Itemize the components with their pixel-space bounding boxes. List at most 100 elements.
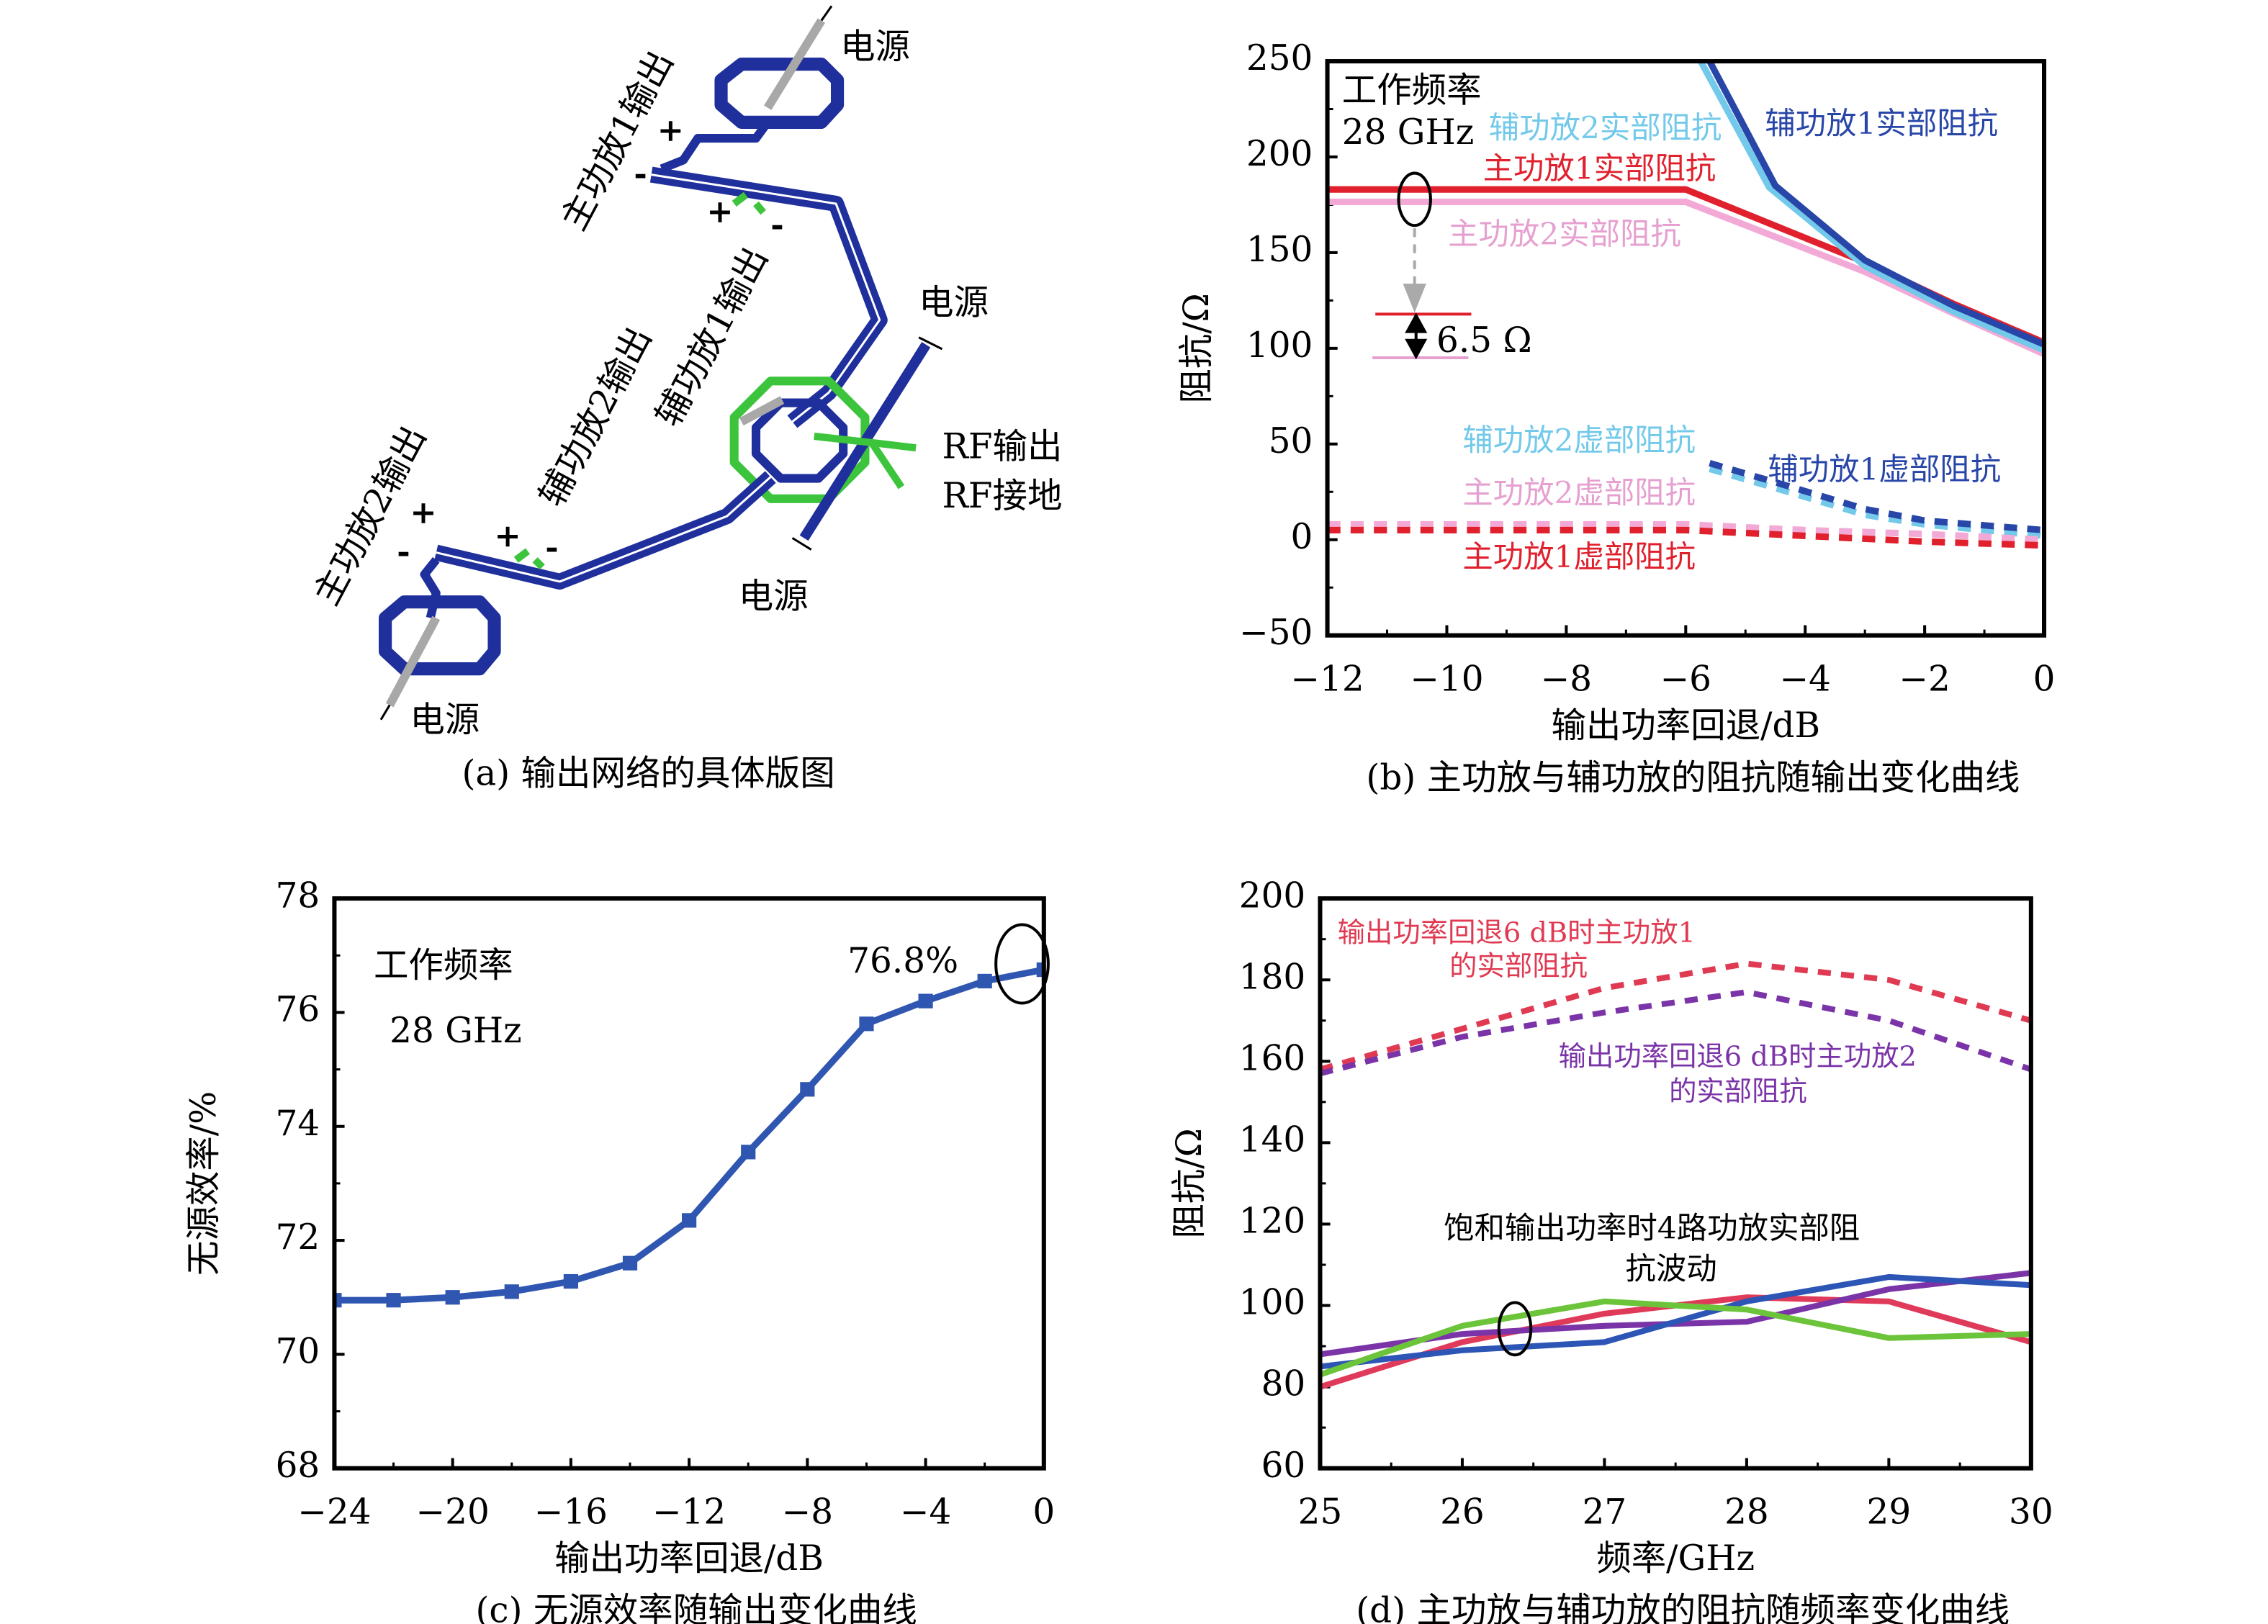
x-tick-label: 30 [2009, 1492, 2053, 1532]
data-point [977, 973, 992, 989]
chart-caption: (d) 主功放与辅功放的阻抗随频率变化曲线 [1356, 1591, 2010, 1624]
y-tick-label: 68 [276, 1445, 320, 1486]
layout-traces [379, 5, 943, 721]
y-tick-label: 200 [1246, 134, 1313, 174]
label-aux1-out: 辅功放1输出 [648, 240, 776, 433]
plot-frame [1318, 896, 2033, 1471]
y-tick-label: 100 [1239, 1283, 1305, 1323]
bottom-supply-bar [385, 615, 441, 708]
plus-main1: + [657, 112, 684, 149]
highlight-ellipse [1397, 171, 1432, 227]
data-point [741, 1145, 756, 1160]
minus-aux1: - [770, 206, 783, 243]
annotation-red-line2: 的实部阻抗 [1449, 950, 1588, 983]
plus-main2: + [410, 494, 436, 531]
x-tick-label: −16 [534, 1492, 608, 1532]
y-tick-label: 140 [1239, 1119, 1305, 1160]
data-point [1036, 962, 1044, 978]
series-line-0 [1320, 960, 2031, 1073]
series-line-4 [1320, 1273, 2031, 1370]
series-label: 辅功放1虚部阻抗 [1768, 452, 2001, 487]
series-line-4 [1709, 465, 2045, 539]
series-line-1 [1327, 198, 2045, 357]
label-power-bottom: 电源 [410, 700, 480, 740]
x-tick-label: 29 [1867, 1492, 1912, 1532]
plot-frame [332, 896, 1046, 1471]
label-power-top: 电源 [840, 27, 910, 67]
annotation-peak: 76.8% [847, 941, 958, 981]
label-power-right: 电源 [919, 282, 989, 322]
series-label: 辅功放2实部阻抗 [1489, 110, 1722, 145]
label-rf-gnd: RF接地 [942, 476, 1062, 516]
y-tick-label: 78 [276, 875, 320, 916]
series-line-2 [1320, 1294, 2031, 1390]
x-tick-label: −6 [1660, 659, 1711, 699]
y-tick-label: 60 [1261, 1445, 1306, 1486]
lower-line [434, 471, 776, 590]
double-arrow-icon [1405, 312, 1428, 360]
main1-feed [660, 119, 772, 173]
minus-main2: - [397, 533, 410, 571]
delta-label: 6.5 Ω [1436, 320, 1532, 361]
data-point [682, 1213, 697, 1228]
x-tick-label: −12 [1290, 659, 1364, 699]
series-label: 主功放1实部阻抗 [1483, 151, 1716, 186]
highlight-ellipse [994, 923, 1050, 1005]
x-tick-label: −20 [416, 1492, 490, 1532]
minus-main1: - [634, 155, 647, 193]
green-stub-bottom [513, 548, 545, 570]
highlight-ellipse [1497, 1301, 1533, 1357]
x-axis-label: 频率/GHz [1596, 1538, 1755, 1579]
x-tick-label: 27 [1583, 1492, 1627, 1532]
annotation-black-line1: 饱和输出功率时4路功放实部阻 [1444, 1211, 1860, 1246]
series-group [1327, 61, 2045, 549]
x-tick-label: 26 [1440, 1492, 1485, 1532]
x-tick-label: 25 [1298, 1492, 1343, 1532]
y-tick-label: 160 [1239, 1038, 1305, 1078]
series-label: 主功放2实部阻抗 [1448, 216, 1681, 251]
data-point [800, 1082, 815, 1097]
x-tick-label: −4 [1779, 659, 1830, 699]
plus-aux1: + [706, 193, 733, 230]
label-rf-out: RF输出 [942, 426, 1062, 466]
y-axis-label: 阻抗/Ω [1176, 293, 1217, 403]
series-line-1 [1320, 989, 2031, 1077]
data-point [386, 1293, 401, 1308]
series-line-0 [1327, 186, 2045, 346]
series-line-5 [1320, 1298, 2031, 1378]
y-tick-label: 80 [1261, 1364, 1306, 1404]
minus-aux2: - [545, 529, 558, 567]
data-point [859, 1016, 874, 1032]
mid-supply-terminal [791, 537, 812, 551]
x-tick-label: −12 [652, 1492, 726, 1532]
data-point [622, 1255, 638, 1271]
series-line-5 [1709, 460, 2045, 533]
x-tick-label: −4 [900, 1492, 951, 1532]
data-point [445, 1290, 460, 1305]
chart-d: 25 26 27 28 29 30 60 80 100 120 140 160 180 200 频率/GHz… [1169, 875, 2053, 1624]
x-tick-label: −2 [1899, 659, 1950, 699]
y-tick-label: −50 [1239, 613, 1313, 653]
y-tick-label: 150 [1246, 230, 1313, 270]
y-tick-label: 72 [276, 1217, 320, 1258]
caption-a: (a) 输出网络的具体版图 [462, 754, 834, 794]
top-supply-bar [763, 18, 826, 110]
y-tick-label: 74 [276, 1104, 320, 1144]
rf-gnd-stub [869, 441, 905, 490]
panel-a-layout: 电源 电源 电源 电源 RF输出 RF接地 主功放1输出 辅功放1输出 辅功放2… [307, 5, 1062, 794]
annotation-red-line1: 输出功率回退6 dB时主功放1 [1338, 917, 1696, 949]
annotation-black-line2: 抗波动 [1625, 1251, 1716, 1286]
y-tick-label: 50 [1269, 421, 1313, 461]
data-point [918, 993, 933, 1009]
y-tick-label: 250 [1246, 38, 1313, 78]
bottom-inductor [379, 595, 501, 676]
plus-aux2: + [495, 517, 521, 554]
annotation-freq: 28 GHz [390, 1011, 522, 1051]
pointer-arrowhead [1403, 284, 1426, 313]
rf-out-stub [814, 433, 917, 452]
label-power-mid: 电源 [739, 576, 809, 616]
series-label: 辅功放1实部阻抗 [1765, 106, 1998, 141]
y-tick-label: 100 [1246, 325, 1313, 366]
x-axis-label: 输出功率回退/dB [1551, 705, 1820, 746]
